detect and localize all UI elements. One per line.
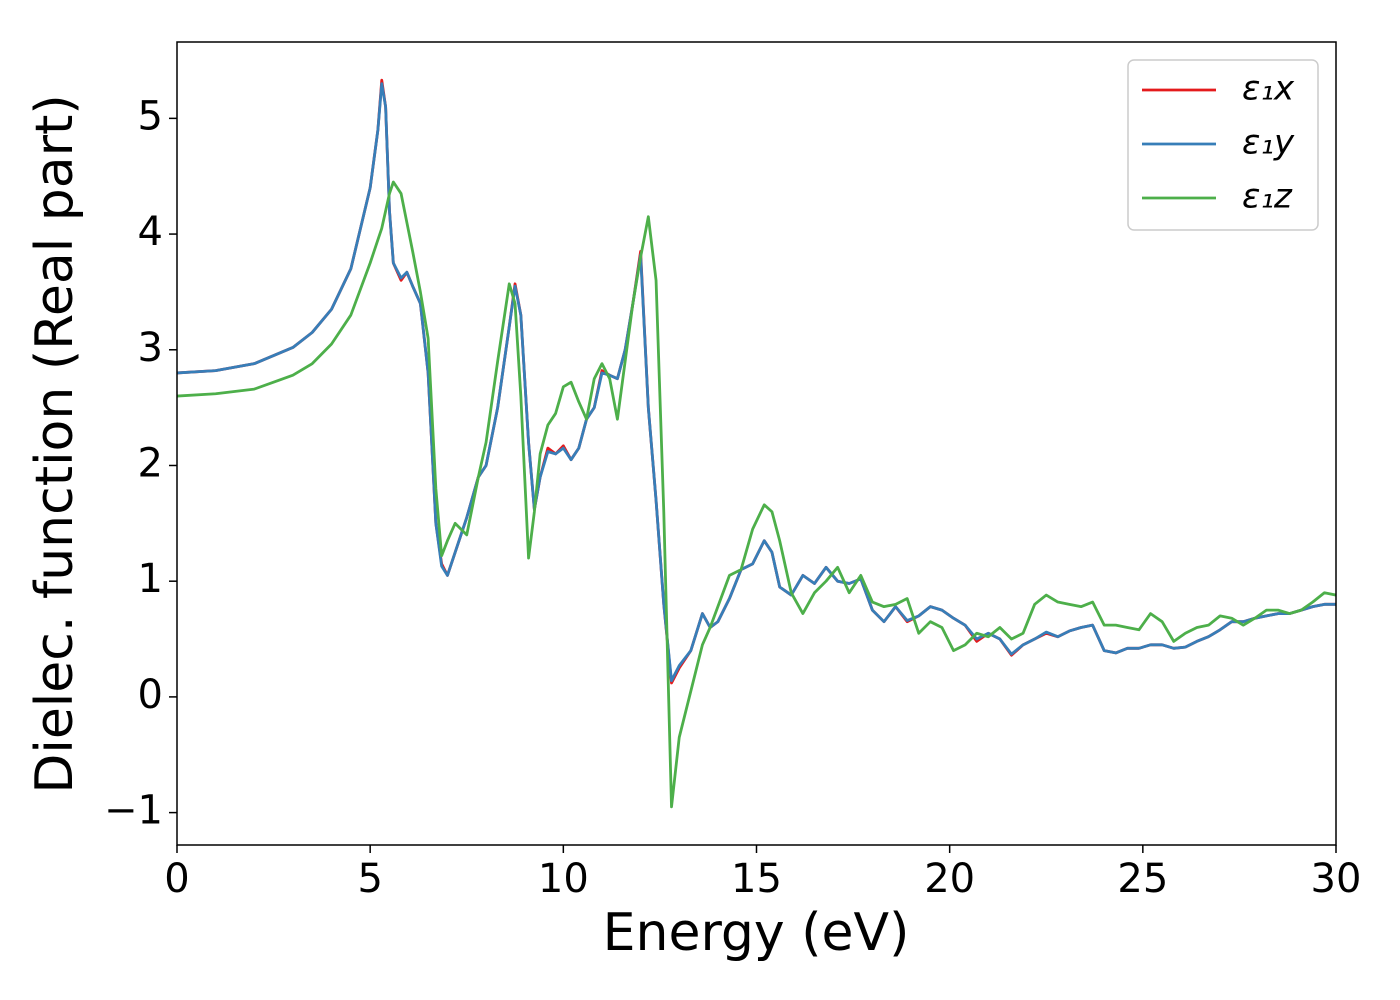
x-tick-label: 0 <box>164 856 189 902</box>
y-tick-label: 0 <box>138 672 163 718</box>
y-tick-label: −1 <box>104 788 163 834</box>
legend-label: ε₁y <box>1242 123 1295 163</box>
x-tick-label: 25 <box>1117 856 1168 902</box>
legend-label: ε₁x <box>1242 69 1295 109</box>
y-tick-label: 3 <box>138 325 163 371</box>
y-tick-label: 2 <box>138 440 163 486</box>
x-tick-label: 10 <box>538 856 589 902</box>
legend-box <box>1127 59 1319 231</box>
x-tick-label: 15 <box>731 856 782 902</box>
plot-lines <box>177 78 1336 809</box>
y-tick-label: 1 <box>138 556 163 602</box>
legend-label: ε₁z <box>1242 177 1293 217</box>
series-line <box>177 82 1336 683</box>
x-tick-label: 20 <box>924 856 975 902</box>
x-tick-label: 30 <box>1311 856 1362 902</box>
y-tick-label: 4 <box>138 209 163 255</box>
y-tick-label: 5 <box>138 93 163 139</box>
series-line <box>177 180 1336 809</box>
x-tick-label: 5 <box>357 856 382 902</box>
y-axis-label: Dielec. function (Real part) <box>25 94 85 793</box>
x-axis-label: Energy (eV) <box>603 903 910 963</box>
